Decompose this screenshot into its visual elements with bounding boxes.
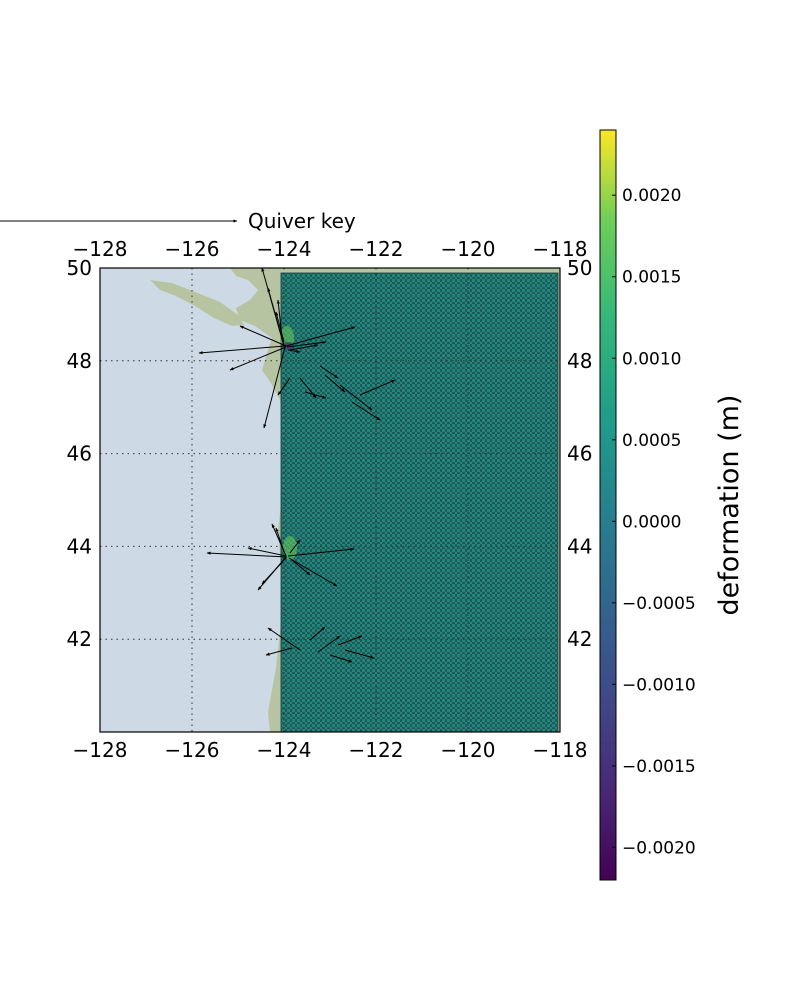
quiver-arrow xyxy=(337,635,363,646)
quiver-arrow xyxy=(267,627,301,651)
quiver-arrow xyxy=(206,551,288,558)
quiver-arrow xyxy=(288,557,338,587)
quiver-arrow xyxy=(304,391,327,399)
x-tick-label-top: −120 xyxy=(441,237,496,261)
x-tick-label-bottom: −120 xyxy=(441,738,496,762)
quiver-arrow xyxy=(285,326,356,347)
x-ticks-bottom: −128 −126 −124 −122 −120 −118 xyxy=(73,738,588,762)
y-tick-label-right: 50 xyxy=(567,256,592,280)
quiver-arrow xyxy=(239,325,287,347)
quiver-arrow xyxy=(344,649,375,659)
colorbar-tick-label: 0.0000 xyxy=(622,512,681,532)
quiver-arrow xyxy=(289,344,319,351)
x-tick-label-bottom: −122 xyxy=(349,738,404,762)
x-tick-label-bottom: −128 xyxy=(73,738,128,762)
y-tick-label-left: 44 xyxy=(67,534,92,558)
colorbar-label: deformation (m) xyxy=(714,395,745,616)
quiver-arrow xyxy=(265,647,293,656)
quiver-arrow xyxy=(275,311,285,343)
x-tick-label-top: −118 xyxy=(533,237,588,261)
colorbar-gradient xyxy=(599,129,617,881)
quiver-arrow xyxy=(319,365,339,379)
quiver-arrow xyxy=(351,401,381,421)
colorbar-tick-label: 0.0010 xyxy=(622,349,681,369)
x-tick-label-bottom: −126 xyxy=(165,738,220,762)
colorbar-tick-label: −0.0020 xyxy=(622,838,696,858)
quiver-arrow xyxy=(287,547,355,557)
colorbar-tick-label: 0.0015 xyxy=(622,268,681,288)
x-tick-label-top: −124 xyxy=(257,237,312,261)
x-tick-label-bottom: −124 xyxy=(257,738,312,762)
quiver-arrow xyxy=(339,384,373,411)
colorbar-tick-label: 0.0020 xyxy=(622,186,681,206)
y-tick-label-right: 44 xyxy=(567,534,592,558)
map-border xyxy=(99,267,561,733)
y-ticks-left: 42 44 46 48 50 xyxy=(67,256,92,651)
quiver-arrow xyxy=(198,345,286,355)
station-grid xyxy=(280,272,559,732)
y-tick-label-right: 42 xyxy=(567,627,592,651)
quiver-arrow xyxy=(286,340,327,348)
y-tick-label-left: 48 xyxy=(67,349,92,373)
colorbar-tick-label: 0.0005 xyxy=(622,431,681,451)
quiver-arrow xyxy=(291,559,311,576)
quiver-arrow xyxy=(261,557,287,585)
quiver-key-label: Quiver key xyxy=(248,209,356,233)
y-tick-label-left: 42 xyxy=(67,627,92,651)
quiver-arrow xyxy=(359,379,396,396)
quiver-arrow xyxy=(263,346,286,429)
quiver-arrows xyxy=(198,268,396,663)
x-tick-label-bottom: −118 xyxy=(533,738,588,762)
colorbar-ticks: 0.0020 0.0015 0.0010 0.0005 0.0000 −0.0005 −0.… xyxy=(612,186,696,858)
y-tick-label-left: 50 xyxy=(67,256,92,280)
x-tick-label-top: −126 xyxy=(165,237,220,261)
map-area xyxy=(100,268,560,732)
quiver-arrow xyxy=(229,346,287,371)
colorbar-tick-label: −0.0015 xyxy=(622,757,696,777)
colorbar: 0.0020 0.0015 0.0010 0.0005 0.0000 −0.0005 −0.… xyxy=(599,129,745,881)
quiver-arrow xyxy=(289,539,301,554)
x-ticks-top: −128 −126 −124 −122 −120 −118 xyxy=(73,237,588,261)
y-ticks-right: 42 44 46 48 50 xyxy=(567,256,592,651)
x-tick-label-top: −128 xyxy=(73,237,128,261)
quiver-arrow xyxy=(287,349,301,353)
quiver-arrow xyxy=(275,527,285,553)
quiver-arrow xyxy=(329,654,353,663)
quiver-arrow xyxy=(276,299,283,339)
quiver-key: Quiver key xyxy=(0,209,356,233)
quiver-arrow xyxy=(309,626,326,641)
quiver-arrow xyxy=(317,635,341,653)
y-tick-label-left: 46 xyxy=(67,442,92,466)
colorbar-tick-label: −0.0005 xyxy=(622,594,696,614)
colorbar-tick-label: −0.0010 xyxy=(622,675,696,695)
quiver-arrow xyxy=(324,374,346,393)
quiver-arrow xyxy=(277,377,291,396)
vancouver-island xyxy=(150,280,244,326)
quiver-arrow xyxy=(247,547,287,557)
y-tick-label-right: 46 xyxy=(567,442,592,466)
y-tick-label-right: 48 xyxy=(567,349,592,373)
x-tick-label-top: −122 xyxy=(349,237,404,261)
